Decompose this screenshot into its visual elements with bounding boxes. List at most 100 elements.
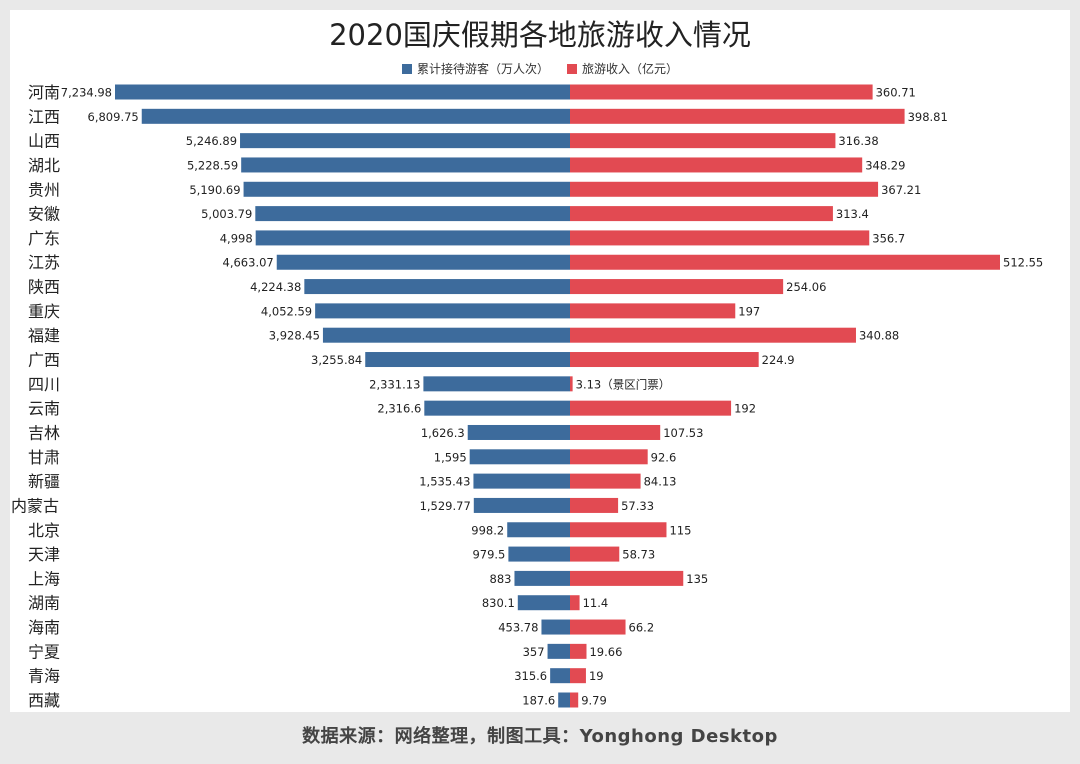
- data-label-revenue: 340.88: [859, 329, 899, 343]
- data-label-revenue: 107.53: [663, 426, 703, 440]
- bar-visitors[interactable]: [315, 303, 570, 319]
- data-label-revenue: 58.73: [622, 548, 655, 562]
- bar-visitors[interactable]: [467, 424, 570, 440]
- bar-visitors[interactable]: [241, 157, 570, 173]
- bar-visitors[interactable]: [365, 352, 570, 368]
- data-label-revenue: 197: [738, 304, 760, 318]
- category-label: 贵州: [28, 180, 60, 199]
- bar-visitors[interactable]: [424, 400, 570, 416]
- bar-revenue[interactable]: [570, 619, 626, 635]
- bar-revenue[interactable]: [570, 595, 580, 611]
- bar-revenue[interactable]: [570, 206, 833, 222]
- data-label-visitors: 1,529.77: [420, 499, 471, 513]
- bar-revenue[interactable]: [570, 400, 732, 416]
- bar-visitors[interactable]: [473, 473, 570, 489]
- data-label-visitors: 6,809.75: [88, 110, 139, 124]
- category-label: 海南: [28, 618, 60, 637]
- bar-revenue[interactable]: [570, 230, 870, 246]
- bar-revenue[interactable]: [570, 497, 619, 513]
- data-label-visitors: 4,224.38: [250, 280, 301, 294]
- bar-revenue[interactable]: [570, 546, 620, 562]
- bar-revenue[interactable]: [570, 279, 784, 295]
- bar-visitors[interactable]: [141, 108, 570, 124]
- legend-item-visitors[interactable]: 累计接待游客（万人次）: [401, 60, 549, 77]
- data-label-visitors: 357: [523, 645, 545, 659]
- bar-visitors[interactable]: [243, 181, 570, 197]
- category-label: 安徽: [28, 205, 60, 224]
- data-label-visitors: 3,928.45: [269, 329, 320, 343]
- category-label: 山西: [28, 132, 60, 151]
- bar-visitors[interactable]: [558, 692, 570, 708]
- legend: 累计接待游客（万人次） 旅游收入（亿元）: [0, 60, 1080, 77]
- bar-visitors[interactable]: [517, 595, 570, 611]
- data-label-visitors: 3,255.84: [311, 353, 362, 367]
- data-label-revenue: 224.9: [762, 353, 795, 367]
- data-label-visitors: 5,190.69: [189, 183, 240, 197]
- bar-revenue[interactable]: [570, 668, 586, 684]
- bar-revenue[interactable]: [570, 181, 879, 197]
- category-label: 新疆: [28, 472, 60, 491]
- bar-visitors[interactable]: [508, 546, 570, 562]
- legend-label-visitors: 累计接待游客（万人次）: [416, 62, 549, 76]
- data-label-revenue: 348.29: [865, 158, 905, 172]
- data-label-visitors: 5,246.89: [186, 134, 237, 148]
- source-footer: 数据来源：网络整理，制图工具：Yonghong Desktop: [302, 726, 778, 747]
- bar-visitors[interactable]: [322, 327, 570, 343]
- data-label-visitors: 979.5: [472, 548, 505, 562]
- bar-revenue[interactable]: [570, 473, 641, 489]
- bar-revenue[interactable]: [570, 376, 573, 392]
- data-label-revenue: 19: [589, 669, 604, 683]
- bar-visitors[interactable]: [423, 376, 570, 392]
- data-label-revenue: 3.13（景区门票）: [576, 377, 671, 391]
- category-label: 江西: [28, 107, 60, 126]
- bar-visitors[interactable]: [115, 84, 570, 100]
- bar-visitors[interactable]: [276, 254, 570, 270]
- bar-revenue[interactable]: [570, 570, 684, 586]
- bar-revenue[interactable]: [570, 449, 648, 465]
- data-label-visitors: 4,052.59: [261, 304, 312, 318]
- bar-visitors[interactable]: [240, 133, 570, 149]
- category-label: 重庆: [28, 302, 60, 321]
- bar-visitors[interactable]: [473, 497, 570, 513]
- data-label-revenue: 92.6: [651, 450, 677, 464]
- data-label-visitors: 2,331.13: [369, 377, 420, 391]
- data-label-visitors: 2,316.6: [377, 402, 421, 416]
- bar-revenue[interactable]: [570, 133, 836, 149]
- bar-revenue[interactable]: [570, 327, 856, 343]
- bar-visitors[interactable]: [507, 522, 570, 538]
- bar-revenue[interactable]: [570, 522, 667, 538]
- bar-revenue[interactable]: [570, 84, 873, 100]
- bar-revenue[interactable]: [570, 254, 1000, 270]
- legend-swatch-visitors: [401, 63, 412, 74]
- data-label-revenue: 313.4: [836, 207, 869, 221]
- data-label-visitors: 315.6: [514, 669, 547, 683]
- bar-revenue[interactable]: [570, 303, 736, 319]
- data-label-revenue: 9.79: [581, 694, 607, 708]
- bar-revenue[interactable]: [570, 424, 661, 440]
- bar-visitors[interactable]: [541, 619, 570, 635]
- data-label-revenue: 367.21: [881, 183, 921, 197]
- category-label: 陕西: [28, 278, 60, 297]
- data-label-visitors: 5,228.59: [187, 158, 238, 172]
- bar-revenue[interactable]: [570, 157, 863, 173]
- bar-visitors[interactable]: [255, 206, 570, 222]
- bar-revenue[interactable]: [570, 108, 905, 124]
- data-label-visitors: 5,003.79: [201, 207, 252, 221]
- bar-visitors[interactable]: [304, 279, 570, 295]
- bar-revenue[interactable]: [570, 692, 579, 708]
- category-label: 上海: [28, 569, 60, 588]
- bar-revenue[interactable]: [570, 643, 587, 659]
- category-label: 宁夏: [28, 642, 60, 661]
- legend-item-revenue[interactable]: 旅游收入（亿元）: [567, 60, 678, 77]
- category-label: 河南: [28, 83, 60, 102]
- bar-visitors[interactable]: [514, 570, 570, 586]
- bar-visitors[interactable]: [255, 230, 571, 246]
- bar-visitors[interactable]: [550, 668, 570, 684]
- data-label-revenue: 316.38: [838, 134, 878, 148]
- bar-visitors[interactable]: [547, 643, 570, 659]
- bar-visitors[interactable]: [469, 449, 570, 465]
- data-label-visitors: 453.78: [498, 621, 538, 635]
- bar-revenue[interactable]: [570, 352, 759, 368]
- category-label: 甘肃: [28, 448, 60, 467]
